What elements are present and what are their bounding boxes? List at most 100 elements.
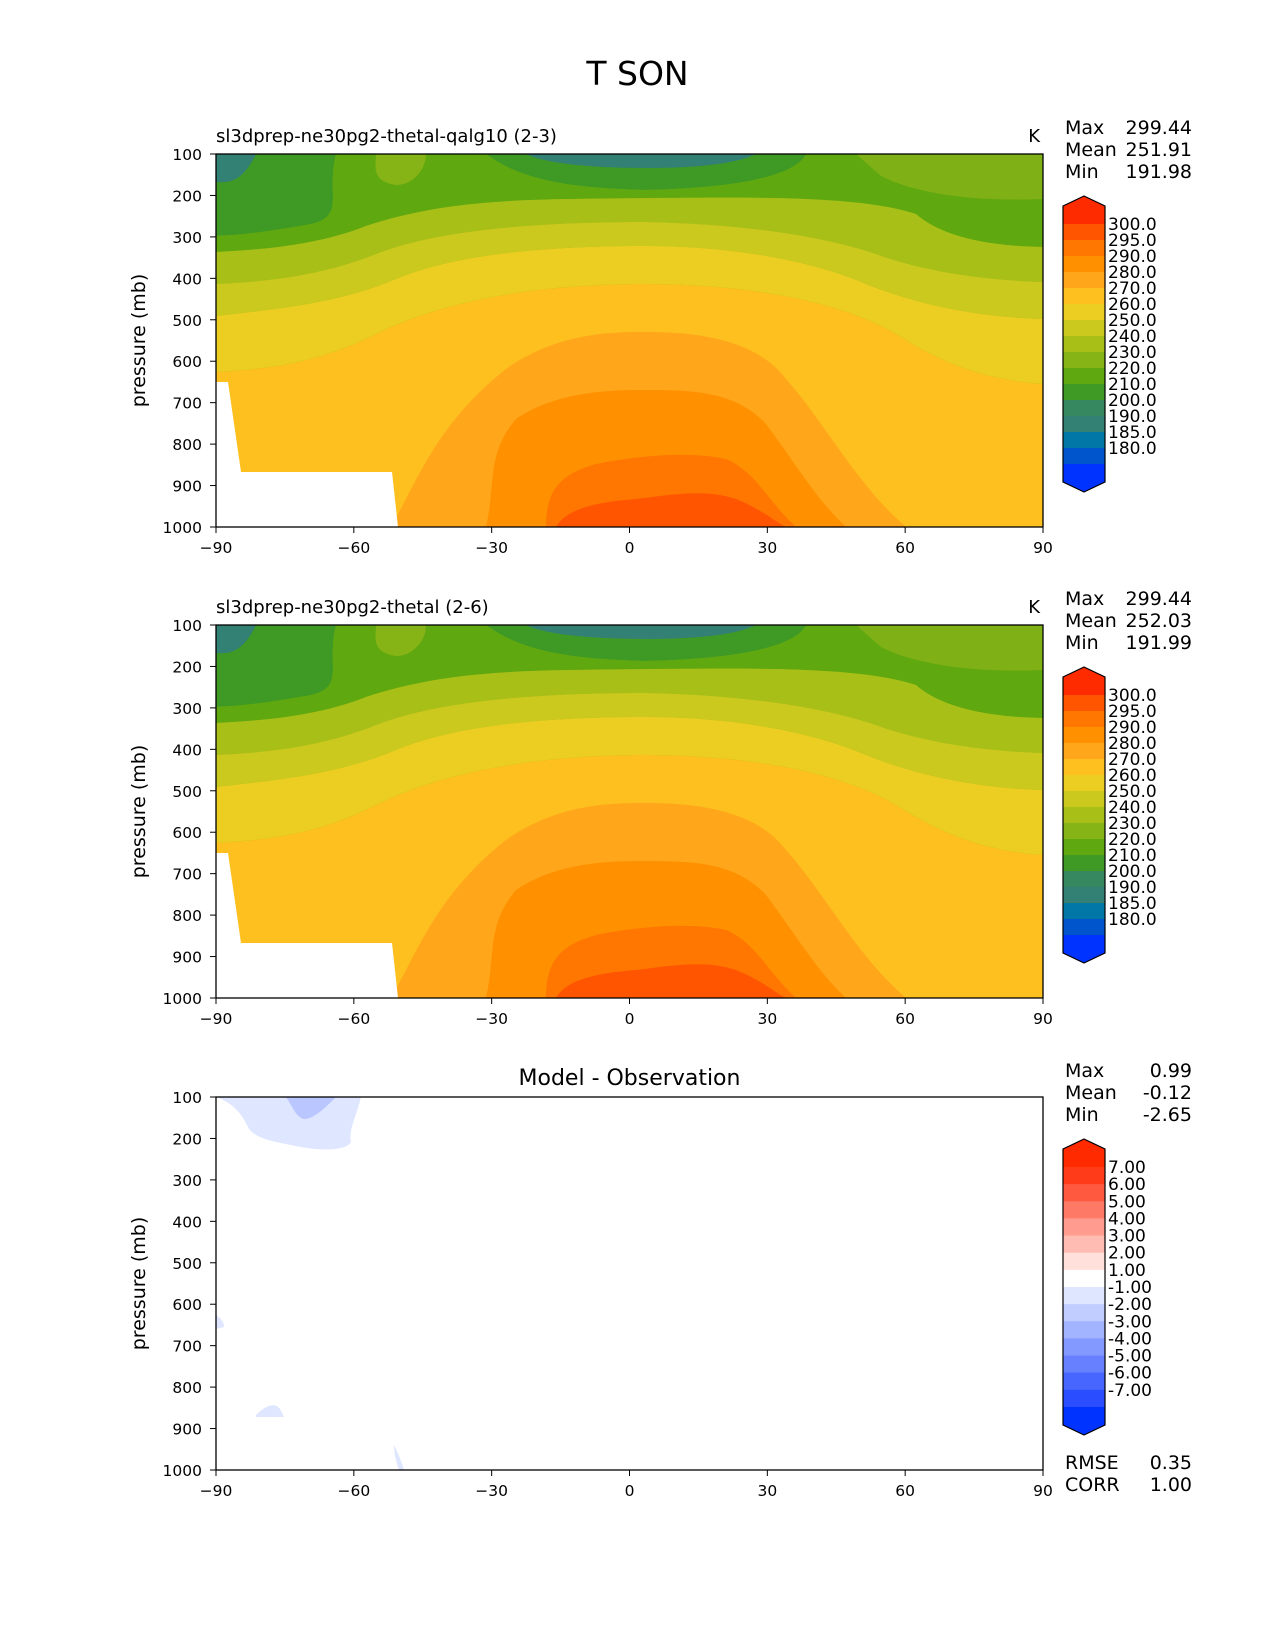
colorbar-segment xyxy=(1063,807,1105,824)
colorbar-segment xyxy=(1063,711,1105,728)
stat-label: Min xyxy=(1065,632,1099,654)
stat-value: 299.44 xyxy=(1126,117,1192,139)
contour-band xyxy=(216,693,1043,790)
colorbar-segment xyxy=(1063,1139,1105,1167)
y-tick-label: 900 xyxy=(172,478,202,496)
y-tick-label: 1000 xyxy=(163,519,202,537)
colorbar-segment xyxy=(1063,1269,1105,1288)
colorbar-segment xyxy=(1063,1184,1105,1202)
colorbar-segment xyxy=(1063,935,1105,963)
colorbar-label: 270.0 xyxy=(1108,279,1157,299)
colorbar-label: 260.0 xyxy=(1108,766,1157,786)
colorbar: 300.0295.0290.0280.0270.0260.0250.0240.0… xyxy=(1062,666,1157,964)
stat-label: Mean xyxy=(1065,1082,1117,1104)
contour-band xyxy=(526,154,756,168)
colorbar-segment xyxy=(1063,1201,1105,1219)
contour-band xyxy=(216,154,336,236)
colorbar-segment xyxy=(1063,240,1105,257)
panel-title: sl3dprep-ne30pg2-thetal (2-6) xyxy=(216,597,489,618)
colorbar-segment xyxy=(1063,839,1105,856)
y-tick-label: 200 xyxy=(172,658,202,676)
colorbar-label: 180.0 xyxy=(1108,910,1157,930)
contour-band xyxy=(856,625,1043,671)
colorbar-label: 240.0 xyxy=(1108,798,1157,818)
stat-label: Min xyxy=(1065,161,1099,183)
stat-label: CORR xyxy=(1065,1474,1120,1496)
colorbar-label: 210.0 xyxy=(1108,375,1157,395)
stat-value: 1.00 xyxy=(1150,1474,1192,1496)
x-tick-label: 30 xyxy=(757,1010,777,1028)
colorbar-segment xyxy=(1063,224,1105,241)
colorbar-label: 280.0 xyxy=(1108,734,1157,754)
colorbar-segment xyxy=(1063,887,1105,904)
colorbar-label: 200.0 xyxy=(1108,862,1157,882)
contour-band xyxy=(216,1097,361,1150)
y-tick-label: 400 xyxy=(172,1213,202,1231)
y-tick-label: 200 xyxy=(172,1130,202,1148)
contour-band xyxy=(216,668,1043,755)
colorbar-segment xyxy=(1063,368,1105,385)
colorbar-label: -7.00 xyxy=(1108,1381,1152,1401)
contour-band xyxy=(216,625,1043,723)
contour-band xyxy=(856,154,1043,200)
y-tick-label: 900 xyxy=(172,949,202,967)
stat-value: 252.03 xyxy=(1126,610,1192,632)
y-tick-label: 700 xyxy=(172,1338,202,1356)
contour-field xyxy=(216,625,1043,998)
page-title: T SON xyxy=(586,54,689,93)
stat-value: 191.98 xyxy=(1126,161,1192,183)
y-tick-label: 500 xyxy=(172,783,202,801)
stat-value: -2.65 xyxy=(1143,1104,1192,1126)
x-tick-label: 30 xyxy=(757,1482,777,1500)
contour-band xyxy=(216,154,1043,252)
x-tick-label: 0 xyxy=(625,1482,635,1500)
colorbar-label: -3.00 xyxy=(1108,1312,1152,1332)
y-tick-label: 1000 xyxy=(163,990,202,1008)
colorbar: 300.0295.0290.0280.0270.0260.0250.0240.0… xyxy=(1062,195,1157,493)
colorbar-segment xyxy=(1063,288,1105,305)
colorbar-segment xyxy=(1063,320,1105,337)
x-tick-label: −60 xyxy=(337,1482,370,1500)
stat-label: Mean xyxy=(1065,139,1117,161)
contour-band xyxy=(526,625,756,639)
contour-band xyxy=(375,154,426,185)
y-tick-label: 400 xyxy=(172,741,202,759)
colorbar-segment xyxy=(1063,400,1105,417)
y-tick-label: 700 xyxy=(172,395,202,413)
contour-band xyxy=(216,625,336,707)
colorbar-segment xyxy=(1063,448,1105,465)
colorbar-segment xyxy=(1063,667,1105,695)
colorbar-label: -5.00 xyxy=(1108,1347,1152,1367)
colorbar-label: 230.0 xyxy=(1108,343,1157,363)
colorbar-segment xyxy=(1063,432,1105,449)
colorbar-segment xyxy=(1063,823,1105,840)
contour-band xyxy=(286,1097,336,1119)
y-tick-label: 700 xyxy=(172,866,202,884)
colorbar-label: 190.0 xyxy=(1108,878,1157,898)
y-tick-label: 900 xyxy=(172,1421,202,1439)
panel-title: Model - Observation xyxy=(519,1066,741,1091)
colorbar-segment xyxy=(1063,1167,1105,1185)
colorbar-segment xyxy=(1063,1389,1105,1408)
colorbar-outline xyxy=(1062,195,1106,493)
colorbar-segment xyxy=(1063,871,1105,888)
x-tick-label: 60 xyxy=(895,539,915,557)
y-tick-label: 300 xyxy=(172,700,202,718)
colorbar-label: 185.0 xyxy=(1108,423,1157,443)
colorbar-segment xyxy=(1063,1287,1105,1305)
colorbar-label: -2.00 xyxy=(1108,1295,1152,1315)
x-tick-label: 60 xyxy=(895,1482,915,1500)
colorbar-segment xyxy=(1063,304,1105,321)
colorbar-label: 3.00 xyxy=(1108,1227,1146,1247)
colorbar-label: 240.0 xyxy=(1108,327,1157,347)
x-tick-label: −30 xyxy=(475,1010,508,1028)
chart-panel-1: sl3dprep-ne30pg2-thetal-qalg10 (2-3) K 100… xyxy=(128,117,1192,557)
y-axis-label: pressure (mb) xyxy=(128,1217,150,1351)
colorbar-label: 250.0 xyxy=(1108,311,1157,331)
colorbar-label: 2.00 xyxy=(1108,1244,1146,1264)
stat-label: Min xyxy=(1065,1104,1099,1126)
colorbar-segment xyxy=(1063,775,1105,792)
colorbar-segment xyxy=(1063,903,1105,920)
colorbar-segment xyxy=(1063,1235,1105,1254)
